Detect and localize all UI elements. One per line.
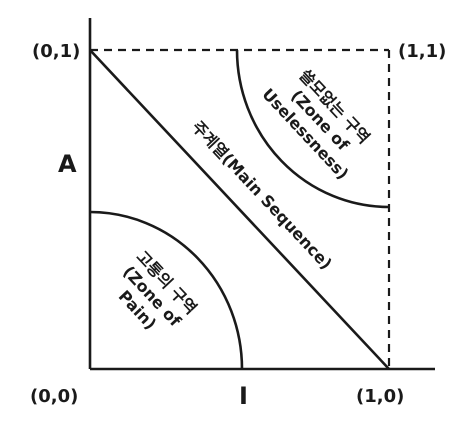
corner-label-top-right: (1,1) — [398, 41, 446, 62]
y-axis-label: A — [58, 150, 77, 178]
corner-label-top-left: (0,1) — [32, 41, 80, 62]
corner-label-bottom-right: (1,0) — [356, 386, 404, 407]
x-axis-label: I — [239, 382, 248, 410]
zone-of-pain-arc — [89, 210, 244, 370]
zone-of-pain-label: 고통의 구역 (Zone of Pain) — [115, 247, 201, 333]
zone-of-uselessness-label: 쓸모없는 구역 (Zone of Uselessness) — [258, 66, 373, 183]
zone-of-uselessness-arc — [235, 49, 390, 209]
corner-label-origin: (0,0) — [30, 386, 78, 407]
main-sequence-line — [89, 49, 390, 370]
